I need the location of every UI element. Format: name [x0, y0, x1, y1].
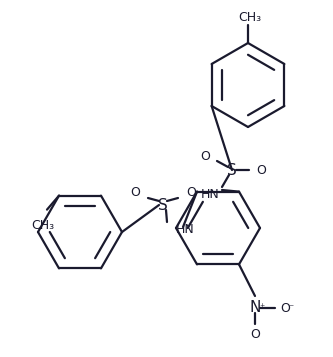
Text: HN: HN: [176, 222, 195, 236]
Text: ⁻: ⁻: [288, 303, 294, 313]
Text: CH₃: CH₃: [238, 10, 261, 24]
Text: N: N: [249, 301, 261, 316]
Text: O: O: [280, 302, 290, 315]
Text: O: O: [200, 150, 210, 162]
Text: O: O: [250, 327, 260, 341]
Text: S: S: [227, 162, 237, 177]
Text: O: O: [186, 186, 196, 198]
Text: O: O: [256, 164, 266, 176]
Text: S: S: [158, 197, 168, 212]
Text: CH₃: CH₃: [31, 218, 55, 232]
Text: HN: HN: [200, 187, 219, 201]
Text: O: O: [130, 186, 140, 198]
Text: ⁺: ⁺: [259, 303, 265, 313]
